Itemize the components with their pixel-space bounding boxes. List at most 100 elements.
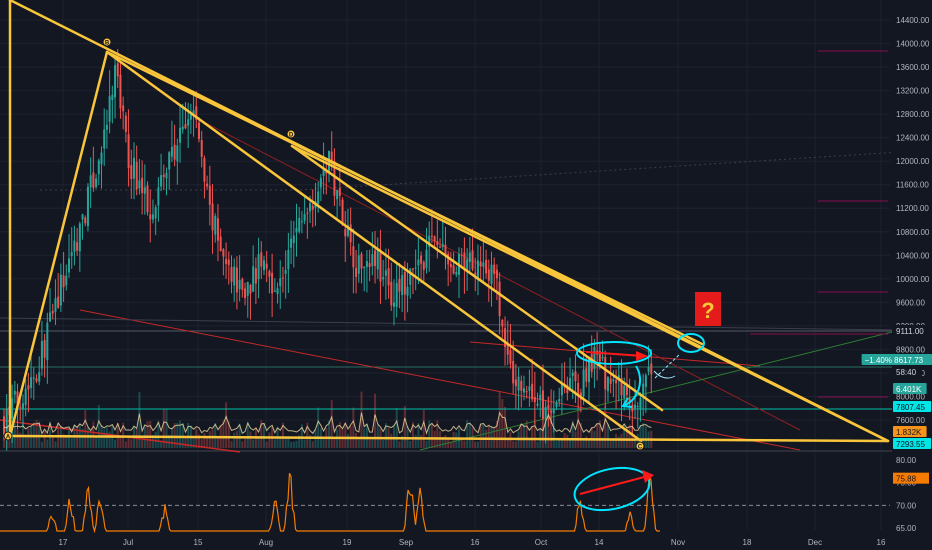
volume-bar bbox=[65, 435, 68, 448]
trendline bbox=[105, 50, 643, 443]
price-label-text: 7293.55 bbox=[896, 440, 925, 449]
candle-body bbox=[531, 383, 534, 400]
volume-bar bbox=[51, 437, 54, 448]
candle-body bbox=[517, 376, 520, 391]
candle-body bbox=[68, 258, 70, 273]
price-label: 6.401K bbox=[893, 383, 927, 394]
volume-bar bbox=[54, 441, 57, 448]
volume-bar bbox=[352, 407, 355, 448]
candle-body bbox=[295, 228, 298, 233]
candle-body bbox=[398, 278, 401, 292]
volume-bar bbox=[623, 423, 626, 448]
candle-body bbox=[116, 63, 119, 77]
candle-body bbox=[303, 214, 306, 221]
price-tick-label: 12800.00 bbox=[896, 110, 930, 119]
candle-body bbox=[628, 398, 631, 403]
candle-body bbox=[86, 186, 89, 227]
oscillator-tick-label: 80.00 bbox=[896, 456, 917, 465]
candle-body bbox=[51, 310, 54, 314]
volume-bar bbox=[70, 437, 73, 448]
volume-bar bbox=[376, 424, 379, 448]
candle-body bbox=[208, 185, 211, 205]
oscillator-label-bg bbox=[893, 472, 929, 484]
candle-body bbox=[406, 286, 409, 296]
candle-body bbox=[428, 235, 431, 247]
volume-bar bbox=[523, 424, 525, 448]
volume-bar bbox=[639, 425, 642, 448]
candle-body bbox=[249, 284, 252, 294]
candle-body bbox=[157, 187, 160, 206]
candle-body bbox=[141, 177, 144, 194]
candle-body bbox=[509, 350, 512, 364]
volume-bar bbox=[436, 420, 439, 448]
volume-bar bbox=[284, 436, 287, 448]
volume-bar bbox=[596, 423, 599, 448]
time-tick-label: Aug bbox=[259, 538, 273, 547]
time-tick-label: Jul bbox=[123, 538, 133, 547]
volume-bar bbox=[38, 421, 41, 448]
volume-bar bbox=[252, 439, 255, 448]
volume-bar bbox=[198, 434, 200, 448]
candle-body bbox=[187, 119, 190, 126]
candle-body bbox=[471, 250, 474, 270]
price-label: −1.40% 8617.73 bbox=[861, 354, 932, 365]
candle-body bbox=[124, 115, 127, 132]
candle-body bbox=[333, 161, 336, 196]
volume-bar bbox=[558, 439, 561, 448]
candle-body bbox=[179, 127, 182, 143]
candle-body bbox=[330, 151, 333, 162]
volume-bar bbox=[357, 437, 360, 448]
candle-body bbox=[70, 252, 73, 257]
candle-body bbox=[233, 266, 236, 286]
volume-bar bbox=[241, 441, 244, 448]
volume-bar bbox=[211, 429, 214, 448]
candle-body bbox=[230, 267, 233, 282]
question-box: ? bbox=[695, 292, 721, 326]
harmonic-pattern-lines[interactable] bbox=[8, 0, 890, 443]
candle-body bbox=[409, 268, 412, 285]
volume-bar bbox=[420, 435, 423, 448]
price-label: 7807.45 bbox=[893, 401, 932, 412]
price-tick-label: 13600.00 bbox=[896, 63, 930, 72]
pattern-point-c: C bbox=[635, 441, 645, 451]
volume-bar bbox=[238, 423, 241, 448]
candle-body bbox=[365, 261, 368, 267]
candle-body bbox=[319, 177, 322, 188]
volume-bar bbox=[414, 434, 417, 448]
time-axis[interactable]: 17 Jul 15 Aug 19 Sep 16 Oct 14 Nov 18 Dec 16 bbox=[0, 533, 932, 550]
candle-body bbox=[547, 405, 550, 409]
price-label-text: 1.832K bbox=[896, 428, 922, 437]
candle-body bbox=[476, 260, 479, 279]
candle-body bbox=[146, 185, 149, 213]
candle-body bbox=[130, 165, 133, 180]
candle-body bbox=[444, 244, 447, 257]
candle-body bbox=[374, 250, 377, 267]
candle-body bbox=[430, 235, 433, 237]
volume-bar bbox=[514, 441, 517, 448]
candle-body bbox=[393, 302, 395, 307]
candle-body bbox=[168, 152, 171, 170]
drawing-annotations[interactable]: ? bbox=[576, 292, 721, 408]
oscillator-arrow bbox=[579, 475, 649, 495]
trendline bbox=[8, 50, 109, 438]
volume-bar bbox=[157, 420, 160, 448]
candle-body bbox=[341, 199, 344, 226]
volume-bar bbox=[130, 439, 133, 448]
candle-body bbox=[338, 188, 341, 197]
candle-body bbox=[609, 378, 612, 384]
volume-bar bbox=[19, 432, 22, 448]
price-axis[interactable]: 14400.00 14000.00 13600.00 13200.00 12800.00… bbox=[892, 0, 932, 550]
volume-bar bbox=[533, 422, 536, 448]
volume-bar bbox=[617, 436, 620, 448]
trendline bbox=[8, 434, 890, 443]
candle-body bbox=[504, 328, 507, 347]
volume-bar bbox=[300, 424, 303, 448]
volume-bar bbox=[401, 435, 404, 448]
price-label-bg bbox=[893, 383, 927, 394]
volume-bar bbox=[97, 405, 100, 448]
volume-bar bbox=[531, 426, 534, 448]
candle-body bbox=[523, 388, 525, 393]
price-tick-label: 10000.00 bbox=[896, 275, 930, 284]
price-label-bg bbox=[893, 366, 922, 377]
